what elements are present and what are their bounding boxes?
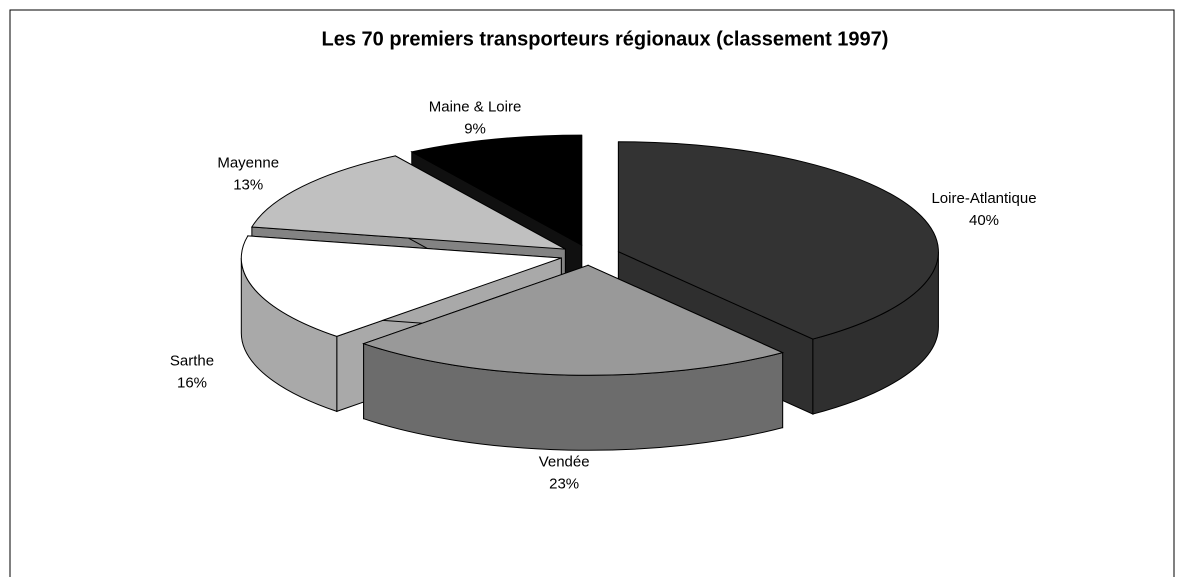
slice-top — [617, 141, 939, 340]
slice-value-label: 40% — [969, 212, 999, 229]
slice-label: Loire-Atlantique — [931, 190, 1036, 207]
slice-value-label: 23% — [549, 476, 579, 493]
slice-top — [362, 264, 785, 376]
slice-label: Mayenne — [217, 154, 279, 171]
chart-title: Les 70 premiers transporteurs régionaux … — [322, 28, 889, 50]
pie-slice — [362, 264, 785, 451]
slice-label: Vendée — [539, 454, 590, 471]
slice-top — [410, 134, 583, 246]
slice-label: Sarthe — [170, 353, 214, 370]
slice-top — [240, 235, 562, 337]
slice-value-label: 9% — [464, 121, 486, 138]
slice-label: Maine & Loire — [429, 99, 522, 116]
slice-value-label: 16% — [177, 375, 207, 392]
slice-value-label: 13% — [233, 176, 263, 193]
slice-top — [251, 155, 566, 250]
